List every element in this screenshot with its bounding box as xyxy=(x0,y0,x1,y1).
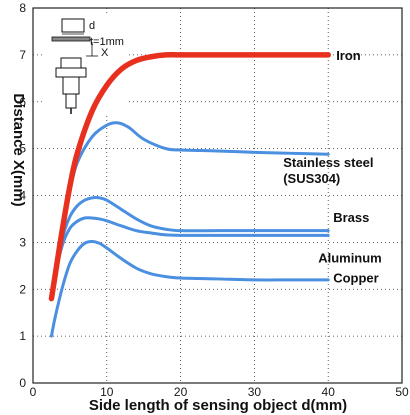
inset-x-label: X xyxy=(101,47,109,59)
x-tick-label: 0 xyxy=(30,385,37,399)
tick-labels: 0 10 20 30 40 50 0 1 2 3 4 5 6 7 8 xyxy=(19,1,409,399)
series-line-iron xyxy=(48,51,331,302)
series-label-copper: Copper xyxy=(333,271,379,286)
y-tick-label: 8 xyxy=(19,1,26,15)
x-tick-label: 20 xyxy=(174,385,188,399)
y-tick-label: 5 xyxy=(19,142,26,156)
inset-t-label: t=1mm xyxy=(90,36,124,48)
series-line-stainless-steel-sus304 xyxy=(49,121,330,301)
x-tick-label: 50 xyxy=(395,385,409,399)
y-axis-title: Distance X(mm) xyxy=(10,93,27,206)
series-label-brass: Brass xyxy=(333,210,369,225)
inset-plate xyxy=(51,36,91,42)
series-line-copper xyxy=(49,239,330,338)
series-line-aluminum xyxy=(49,216,330,301)
y-tick-label: 1 xyxy=(19,329,26,343)
y-tick-label: 4 xyxy=(19,189,26,203)
x-axis-title: Side length of sensing object d(mm) xyxy=(89,397,347,414)
series-label-iron: Iron xyxy=(336,48,361,63)
x-tick-label: 30 xyxy=(248,385,262,399)
series-label-aluminum: Aluminum xyxy=(318,251,382,266)
x-tick-label: 40 xyxy=(322,385,336,399)
plot-area xyxy=(32,7,403,384)
y-tick-label: 6 xyxy=(19,95,26,109)
y-tick-label: 2 xyxy=(19,282,26,296)
y-tick-label: 0 xyxy=(19,376,26,390)
y-tick-label: 7 xyxy=(19,48,26,62)
x-tick-label: 10 xyxy=(100,385,114,399)
series-labels: Iron Stainless steel (SUS304) Brass Aluminum… xyxy=(283,48,382,286)
inset-d-label: d xyxy=(89,20,95,32)
series-label-stainless-steel-sus304: Stainless steel (SUS304) xyxy=(283,155,373,186)
y-tick-label: 3 xyxy=(19,235,26,249)
inset-sensor-head xyxy=(60,57,82,69)
series-group xyxy=(48,51,331,338)
series-line-brass xyxy=(49,196,330,301)
